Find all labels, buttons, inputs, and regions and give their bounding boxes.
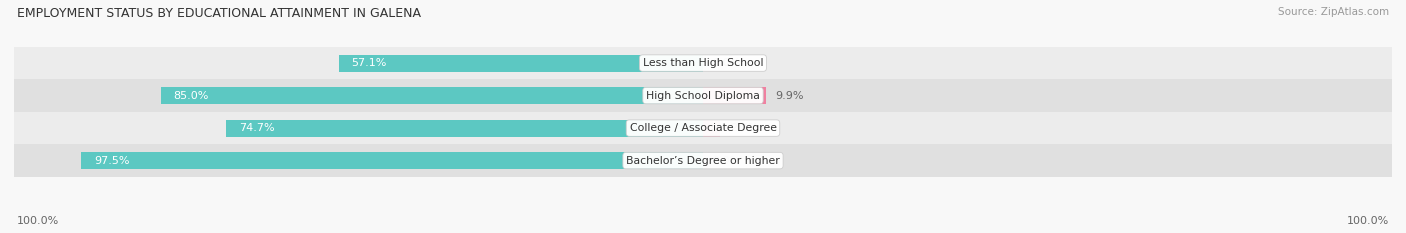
Text: 0.0%: 0.0% bbox=[713, 156, 741, 166]
Bar bbox=[703, 120, 720, 137]
Bar bbox=[703, 87, 766, 104]
Text: High School Diploma: High School Diploma bbox=[647, 91, 759, 101]
Text: 0.0%: 0.0% bbox=[713, 58, 741, 68]
Text: 97.5%: 97.5% bbox=[94, 156, 129, 166]
Legend: In Labor Force, Unemployed: In Labor Force, Unemployed bbox=[598, 230, 808, 233]
Bar bbox=[14, 47, 1392, 79]
Text: 74.7%: 74.7% bbox=[239, 123, 274, 133]
Bar bbox=[14, 79, 1392, 112]
Text: College / Associate Degree: College / Associate Degree bbox=[630, 123, 776, 133]
Text: Source: ZipAtlas.com: Source: ZipAtlas.com bbox=[1278, 7, 1389, 17]
Bar bbox=[82, 152, 703, 169]
Bar bbox=[14, 144, 1392, 177]
Text: EMPLOYMENT STATUS BY EDUCATIONAL ATTAINMENT IN GALENA: EMPLOYMENT STATUS BY EDUCATIONAL ATTAINM… bbox=[17, 7, 420, 20]
Text: 85.0%: 85.0% bbox=[173, 91, 209, 101]
Text: 100.0%: 100.0% bbox=[1347, 216, 1389, 226]
Bar bbox=[339, 55, 703, 72]
Text: Less than High School: Less than High School bbox=[643, 58, 763, 68]
Text: 57.1%: 57.1% bbox=[352, 58, 387, 68]
Text: 2.7%: 2.7% bbox=[730, 123, 758, 133]
Bar bbox=[226, 120, 703, 137]
Bar bbox=[160, 87, 703, 104]
Text: Bachelor’s Degree or higher: Bachelor’s Degree or higher bbox=[626, 156, 780, 166]
Text: 9.9%: 9.9% bbox=[776, 91, 804, 101]
Text: 100.0%: 100.0% bbox=[17, 216, 59, 226]
Bar bbox=[14, 112, 1392, 144]
